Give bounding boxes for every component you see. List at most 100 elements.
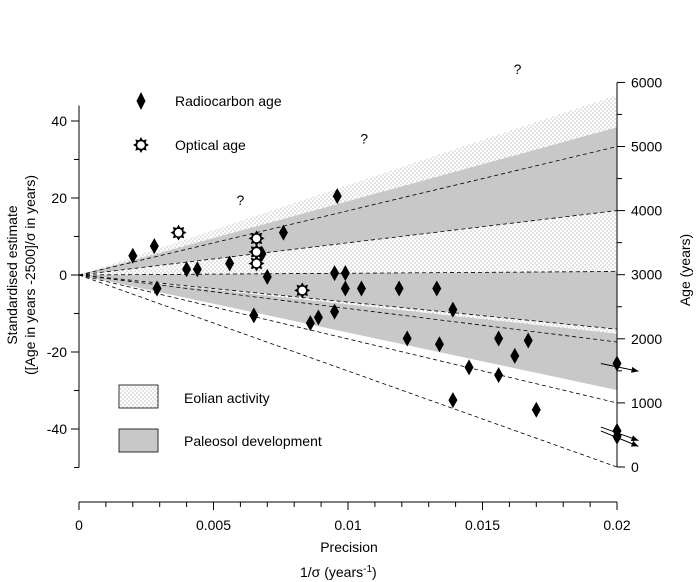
y-axis-title-left-line2: ([Age in years -2500]/σ in years) [22,175,38,375]
optical-star-ray [183,230,187,235]
y-left-tick-label: 0 [59,267,67,283]
radiocarbon-point [448,392,458,409]
optical-star-ray [258,240,263,245]
optical-star-ring [135,139,147,151]
x-tick-label: 0.01 [334,517,361,533]
radiocarbon-point [332,188,342,205]
optical-star-ray [258,232,263,237]
legend: Radiocarbon age Optical age [133,92,282,153]
y-left-tick-label: 20 [51,190,67,206]
optical-star-ray [258,253,263,258]
optical-star-ray [139,137,143,141]
radiocarbon-point [402,330,412,347]
optical-star-ray [250,232,255,237]
radiocarbon-point [152,280,162,297]
optical-star-ray [258,265,263,270]
optical-point [248,230,265,247]
optical-star-ray [250,257,255,262]
optical-star-ray [142,139,147,144]
optical-star-ray [172,234,177,239]
y-axis-title-left-line1: Standardised estimate [4,205,20,345]
optical-star-ray [172,226,177,231]
arrow-head [630,440,639,447]
optical-star-ray [139,149,143,153]
optical-star-ray [261,236,265,241]
paleosol-band-1 [79,271,617,330]
optical-star-ray [304,292,308,297]
optical-star-ray [180,226,185,231]
radiocarbon-point [192,261,202,278]
bottom-legend: Eolian activity Paleosol development [118,384,322,453]
radiocarbon-point [434,336,444,353]
optical-star-ray [135,146,140,151]
age-line-1000 [78,274,618,404]
eolian-swatch [118,384,159,409]
optical-star-ray [304,284,308,289]
optical-star-ray [300,294,305,299]
arrow-head [630,435,639,442]
radiocarbon-point [313,309,323,326]
y-right-tick-label: 5000 [631,139,662,155]
x-axis-title: Precision [320,539,378,555]
optical-star-ray [248,249,253,254]
eolian-band-0 [79,95,617,275]
radiocarbon-point [612,428,622,445]
radiocarbon-point [432,280,442,297]
optical-star-ray [250,240,255,245]
optical-star-ray [300,282,305,286]
y-right-tick-label: 2000 [631,331,662,347]
optical-star-ray [294,288,298,293]
optical-star-ray [250,265,255,270]
radiocarbon-point [356,280,366,297]
question-mark: ? [514,61,522,77]
radiocarbon-point [278,224,288,241]
optical-star-ray [176,237,181,241]
legend-radiocarbon-diamond [136,92,146,110]
y-right-tick-label: 0 [631,459,639,475]
radiocarbon-point [330,303,340,320]
optical-star-ray [145,143,149,147]
optical-star-ray [248,236,253,241]
question-mark: ? [360,130,368,146]
age-bands [79,95,617,391]
radiocarbon-point [305,315,315,332]
optical-star-ray [170,230,175,235]
radiocarbon-point [464,359,474,376]
question-mark: ? [237,192,245,208]
optical-star-ray [254,267,259,272]
y-right-tick-label: 1000 [631,395,662,411]
radiocarbon-point [494,367,504,384]
legend-optical-star [133,137,149,153]
optical-star-ray [258,257,263,262]
y-right-tick-label: 6000 [631,74,662,90]
optical-star-ray [133,143,137,147]
arrow-head [631,366,639,373]
optical-star-ray [254,230,259,234]
optical-star-ray [142,146,147,151]
x-axis-title-2: 1/σ (years-1) [300,564,377,581]
optical-star-ray [180,234,185,239]
x-tick-label: 0 [75,517,83,533]
optical-star-ray [254,243,259,248]
optical-star-ray [258,246,263,251]
optical-star-ray [296,284,301,289]
optical-star-ray [250,246,255,251]
optical-star-ray [248,261,253,266]
x-tick-label: 0.015 [465,517,500,533]
radiocarbon-point [249,307,259,324]
optical-star-ray [250,253,255,258]
optical-star-ring [251,258,262,269]
radiocarbon-point [494,330,504,347]
radiocarbon-point [262,268,272,285]
radiocarbon-point [128,247,138,264]
age-line-4000 [78,210,618,276]
age-line-0 [78,274,618,468]
legend-radiocarbon-label: Radiocarbon age [175,93,282,109]
y-right-tick-label: 3000 [631,267,662,283]
age-line-1950 [78,274,618,343]
radiocarbon-point [340,280,350,297]
data-marks: ??? [128,61,639,447]
radiocarbon-point [394,280,404,297]
legend-optical-label: Optical age [175,137,246,153]
